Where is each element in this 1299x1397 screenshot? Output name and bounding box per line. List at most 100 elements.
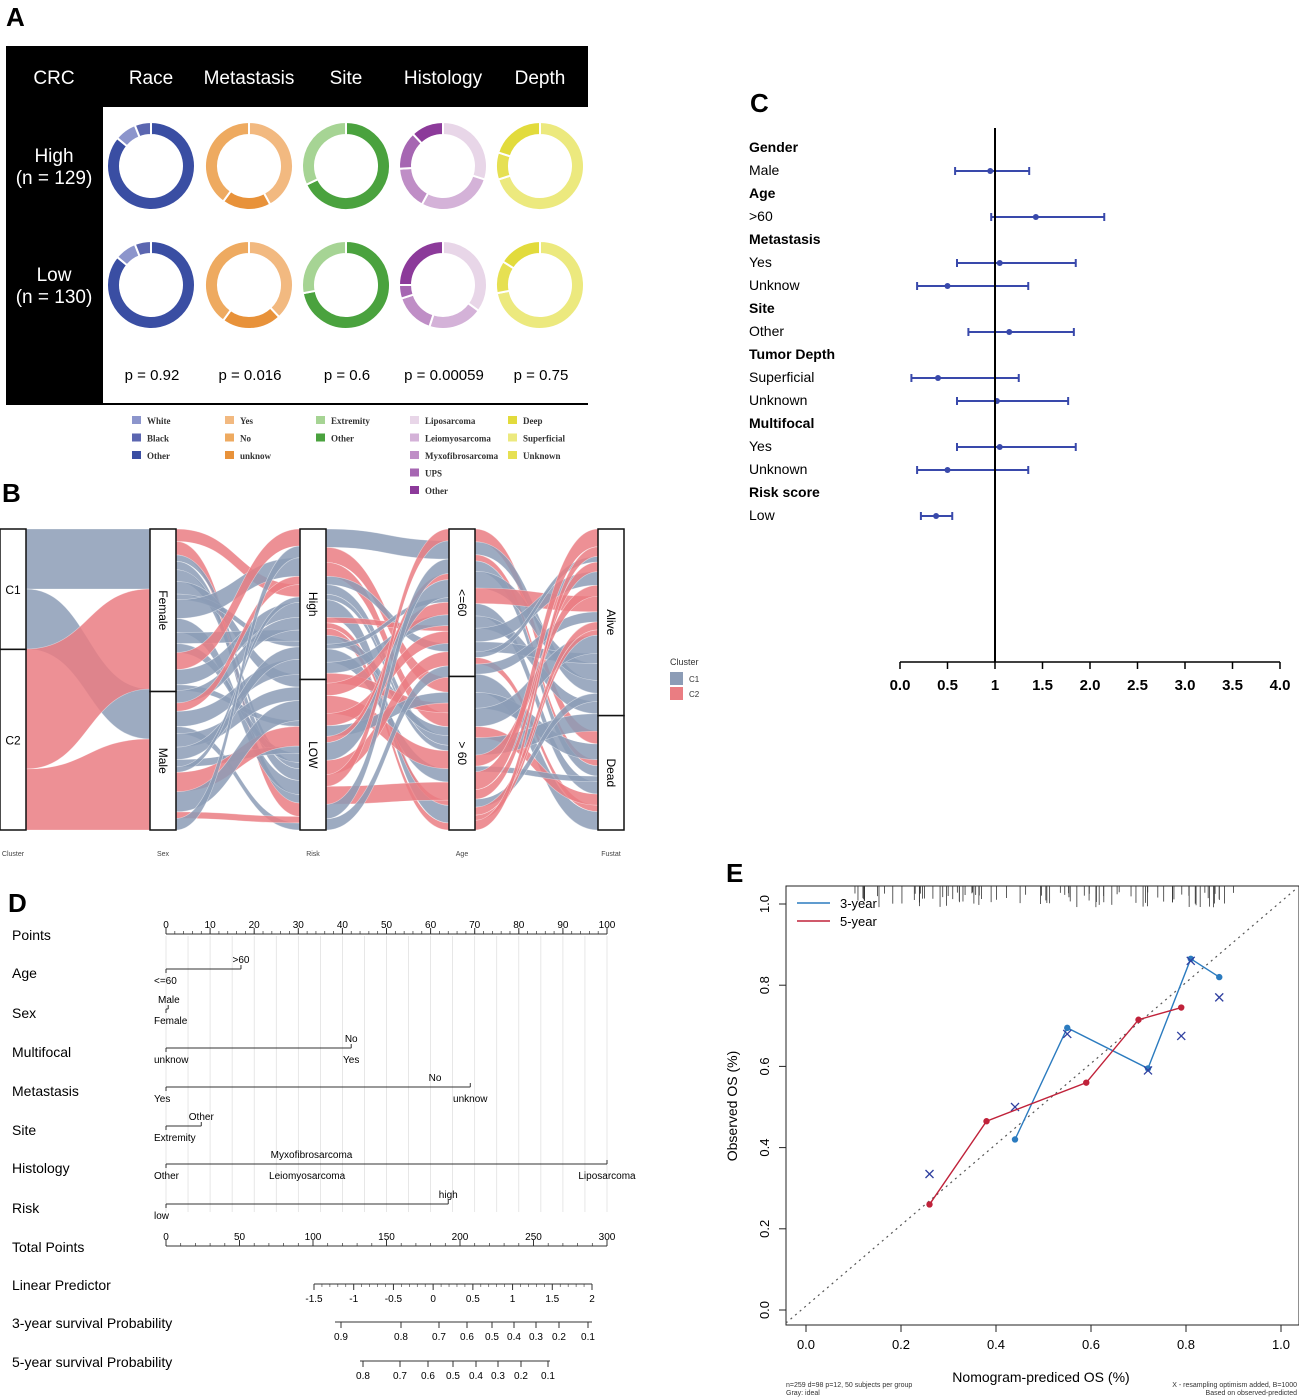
donut-slice bbox=[495, 239, 585, 330]
scale-tick-label: 0.6 bbox=[421, 1371, 435, 1382]
x-tick-label: 2.0 bbox=[1080, 677, 1101, 694]
p-values: p = 0.92 p = 0.016 p = 0.6 p = 0.00059 p = 0… bbox=[125, 367, 569, 384]
x-tick-label: 0.5 bbox=[937, 677, 958, 694]
row-label: High bbox=[34, 146, 73, 167]
scale-tick-label: 1.5 bbox=[545, 1294, 559, 1305]
nomogram-row-label: 5-year survival Probability bbox=[12, 1354, 172, 1370]
point-estimate bbox=[933, 513, 940, 519]
column-header: Depth bbox=[515, 68, 566, 89]
donut-slice bbox=[204, 120, 250, 203]
column-header: Histology bbox=[404, 68, 483, 89]
ideal-line bbox=[785, 887, 1298, 1324]
row-label: Unknown bbox=[749, 392, 807, 408]
point-estimate bbox=[996, 444, 1003, 450]
axis-tick-label: 0 bbox=[163, 920, 169, 931]
group-title: Age bbox=[749, 185, 776, 201]
level-label: No bbox=[429, 1073, 442, 1084]
level-label: Myxofibrosarcoma bbox=[271, 1150, 353, 1161]
scale-tick-label: 2 bbox=[589, 1294, 595, 1305]
legend-label: UPS bbox=[425, 469, 442, 479]
point-estimate bbox=[1032, 214, 1039, 220]
donut-slice bbox=[304, 120, 391, 211]
level-label: Yes bbox=[154, 1094, 170, 1105]
footnote: Based on observed-predicted bbox=[1206, 1390, 1298, 1397]
donut-slice bbox=[301, 120, 347, 187]
scale-tick-label: 0.8 bbox=[394, 1332, 408, 1343]
donut-slice bbox=[496, 120, 585, 211]
axis-tick-label: 150 bbox=[378, 1232, 395, 1243]
row-label: Unknow bbox=[749, 277, 800, 293]
series-point bbox=[983, 1118, 990, 1125]
stratum-label: Dead bbox=[604, 758, 618, 787]
scale-tick-label: 0.2 bbox=[552, 1332, 566, 1343]
point-estimate bbox=[944, 283, 951, 289]
p-value: p = 0.6 bbox=[324, 367, 370, 384]
axis-name: Risk bbox=[306, 851, 320, 858]
footnote: X - resampling optimism added, B=1000 bbox=[1172, 1382, 1297, 1389]
series-point bbox=[926, 1201, 933, 1208]
optimism-mark bbox=[1010, 1102, 1020, 1112]
legend-label: Myxofibrosarcoma bbox=[425, 451, 499, 461]
legend-swatch bbox=[225, 451, 234, 459]
level-label: Female bbox=[154, 1016, 188, 1027]
row-label: Unknown bbox=[749, 461, 807, 477]
x-tick-label: 3.5 bbox=[1222, 677, 1243, 694]
legend-label: Unknown bbox=[523, 451, 561, 461]
donut-slice bbox=[133, 120, 152, 139]
level-label: Other bbox=[189, 1112, 215, 1123]
donut-legend: White Black Other Yes No unknow Extremity Other… bbox=[132, 416, 565, 496]
optimism-mark bbox=[1062, 1029, 1072, 1039]
axis-name: Fustat bbox=[601, 851, 621, 858]
legend-swatch bbox=[410, 416, 419, 424]
legend-swatch bbox=[225, 416, 234, 424]
donut-slice bbox=[397, 239, 444, 286]
p-value: p = 0.00059 bbox=[404, 367, 484, 384]
level-label: <=60 bbox=[154, 976, 177, 987]
axis-name: Age bbox=[456, 851, 469, 858]
legend-label: Other bbox=[331, 434, 354, 444]
axis-tick-label: 300 bbox=[599, 1232, 616, 1243]
axis-tick-label: 70 bbox=[469, 920, 481, 931]
row-label: >60 bbox=[749, 208, 773, 224]
legend-swatch bbox=[410, 486, 419, 494]
y-tick-label: 0.8 bbox=[757, 976, 772, 994]
scale-tick-label: -0.5 bbox=[385, 1294, 403, 1305]
forest-plot: Gender Male Age >60 Metastasis Yes Unknow Site O… bbox=[749, 128, 1290, 694]
group-title: Gender bbox=[749, 139, 799, 155]
series-point bbox=[1083, 1079, 1090, 1086]
donut-slice bbox=[133, 239, 152, 258]
legend-label: No bbox=[240, 434, 251, 444]
y-tick-label: 0.0 bbox=[757, 1301, 772, 1319]
x-tick-label: 0.0 bbox=[797, 1337, 815, 1352]
level-label: high bbox=[439, 1190, 458, 1201]
scale-tick-label: 0.7 bbox=[393, 1371, 407, 1382]
calibration-plot: 0.0 0.2 0.4 0.6 0.8 1.0 0.0 0.2 0.4 0.6 0.8 1.0 Nomo… bbox=[724, 885, 1299, 1397]
optimism-mark bbox=[1176, 1031, 1186, 1041]
legend-label: C2 bbox=[689, 690, 700, 699]
stratum-label: LOW bbox=[306, 741, 320, 769]
scale-tick-label: 1 bbox=[510, 1294, 516, 1305]
stratum-label: <=60 bbox=[455, 589, 469, 617]
level-label: No bbox=[345, 1034, 358, 1045]
series-point bbox=[1178, 1004, 1185, 1011]
row-label: Low bbox=[37, 265, 72, 286]
x-tick-label: 4.0 bbox=[1270, 677, 1291, 694]
alluvial-legend: Cluster C1 C2 bbox=[670, 657, 700, 700]
donut-slice bbox=[501, 239, 541, 270]
legend-swatch bbox=[132, 416, 141, 424]
axis-tick-label: 40 bbox=[337, 920, 349, 931]
donut-slice bbox=[496, 120, 541, 158]
y-tick-label: 0.2 bbox=[757, 1220, 772, 1238]
x-tick-label: 1.5 bbox=[1032, 677, 1053, 694]
level-label: Other bbox=[154, 1171, 180, 1182]
scale-tick-label: 0.5 bbox=[485, 1332, 499, 1343]
footnote: n=259 d=98 p=12, 50 subjects per group bbox=[786, 1382, 912, 1389]
panel-label-b: B bbox=[2, 478, 21, 508]
stratum-label: C2 bbox=[5, 734, 21, 748]
series-point bbox=[1064, 1024, 1071, 1032]
alluvial-ribbon bbox=[25, 528, 151, 590]
axis-name: Sex bbox=[157, 851, 170, 858]
nomogram-row-label: Multifocal bbox=[12, 1044, 71, 1060]
point-estimate bbox=[1006, 329, 1013, 335]
level-label: Liposarcoma bbox=[578, 1171, 636, 1182]
